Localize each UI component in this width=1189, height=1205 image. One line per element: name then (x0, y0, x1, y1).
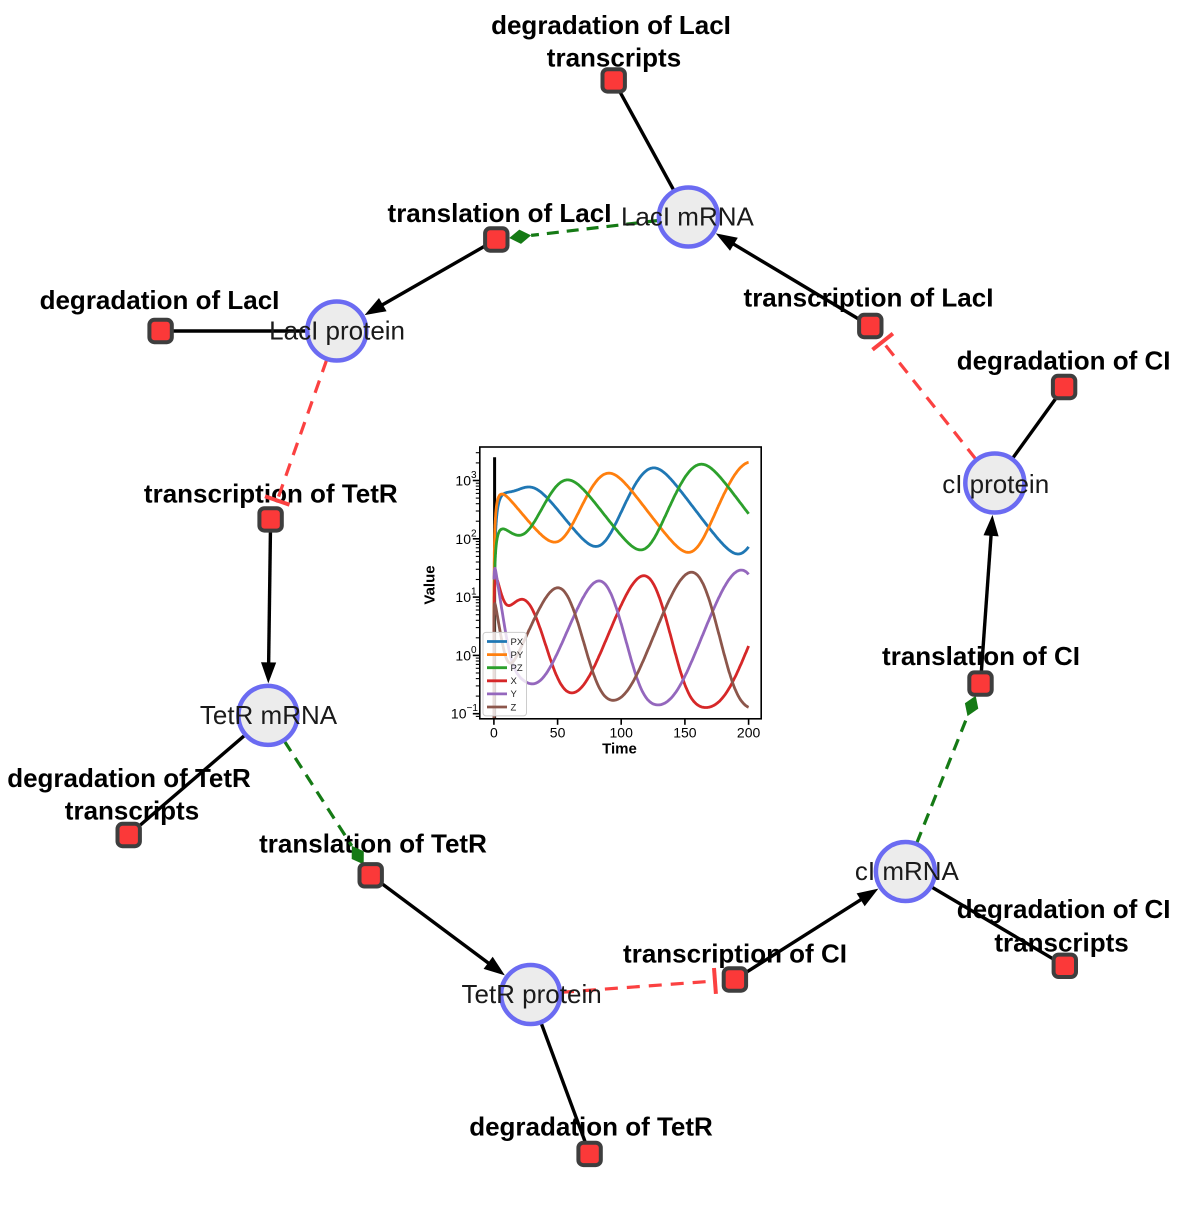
svg-text:TetR mRNA: TetR mRNA (200, 700, 338, 730)
svg-text:Value: Value (422, 565, 439, 604)
svg-text:PY: PY (511, 650, 524, 661)
svg-text:degradation of TetR: degradation of TetR (469, 1111, 713, 1141)
svg-text:10: 10 (455, 473, 471, 489)
svg-text:PX: PX (511, 637, 524, 648)
svg-text:cI mRNA: cI mRNA (855, 856, 960, 886)
svg-text:50: 50 (550, 725, 566, 741)
svg-text:TetR protein: TetR protein (462, 979, 602, 1009)
svg-text:0: 0 (490, 725, 498, 741)
svg-text:10: 10 (455, 647, 471, 663)
svg-text:transcription of CI: transcription of CI (623, 939, 847, 969)
svg-text:100: 100 (610, 725, 634, 741)
svg-text:3: 3 (471, 470, 477, 481)
svg-text:transcripts: transcripts (65, 796, 199, 826)
svg-text:transcription of LacI: transcription of LacI (744, 283, 994, 313)
svg-text:degradation of CI: degradation of CI (957, 894, 1171, 924)
svg-text:10: 10 (451, 706, 467, 722)
svg-text:Time: Time (602, 741, 637, 758)
svg-text:transcription of TetR: transcription of TetR (144, 479, 398, 509)
svg-text:cI protein: cI protein (942, 469, 1049, 499)
svg-text:LacI mRNA: LacI mRNA (621, 202, 755, 232)
svg-text:translation of LacI: translation of LacI (388, 198, 612, 228)
svg-text:0: 0 (471, 645, 477, 656)
svg-text:−1: −1 (467, 703, 479, 714)
svg-text:PZ: PZ (511, 663, 523, 674)
svg-text:Y: Y (511, 689, 518, 700)
svg-text:X: X (511, 676, 518, 687)
svg-text:LacI protein: LacI protein (269, 315, 405, 345)
svg-text:degradation of LacI: degradation of LacI (491, 10, 731, 40)
svg-text:10: 10 (455, 531, 471, 547)
svg-text:degradation of CI: degradation of CI (957, 345, 1171, 375)
svg-text:10: 10 (455, 589, 471, 605)
svg-text:1: 1 (471, 587, 477, 598)
svg-text:degradation of TetR: degradation of TetR (7, 763, 251, 793)
svg-text:150: 150 (673, 725, 697, 741)
svg-text:2: 2 (471, 528, 477, 539)
svg-text:Z: Z (511, 702, 517, 713)
svg-text:degradation of LacI: degradation of LacI (40, 285, 280, 315)
svg-text:200: 200 (737, 725, 761, 741)
svg-text:translation of TetR: translation of TetR (259, 828, 487, 858)
